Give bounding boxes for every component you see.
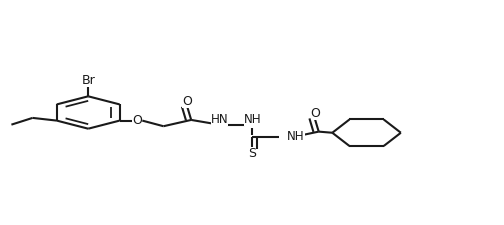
Text: NH: NH — [287, 130, 304, 143]
Text: NH: NH — [244, 113, 262, 126]
Text: O: O — [133, 114, 142, 127]
Text: HN: HN — [211, 113, 228, 126]
Text: O: O — [311, 107, 321, 120]
Text: Br: Br — [81, 74, 95, 87]
Text: O: O — [182, 95, 192, 108]
Text: S: S — [247, 147, 256, 160]
